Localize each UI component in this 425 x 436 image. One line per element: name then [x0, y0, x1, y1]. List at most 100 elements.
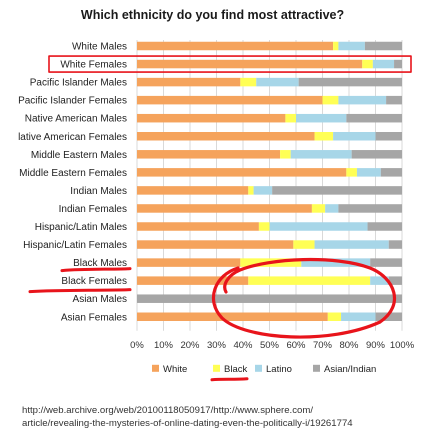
bar-white-males-asian-indian [364, 41, 402, 51]
legend-swatch-white [152, 364, 159, 372]
bar-white-males-white [137, 41, 334, 51]
bar-black-females-black [248, 276, 371, 285]
x-tick-label-4: 40% [233, 340, 253, 351]
x-tick-label-8: 80% [339, 340, 359, 351]
bar-native-american-males-latino [296, 113, 347, 123]
bar-white-males-black [333, 41, 339, 51]
legend-swatch-latino [255, 364, 262, 372]
bar-pacific-islander-females-black [322, 95, 339, 105]
bar-indian-females-latino [325, 204, 339, 213]
bar-white-females-black [362, 59, 373, 69]
bar-indian-females-asian-indian [338, 204, 402, 213]
annotation-circle-black-segments [211, 257, 397, 339]
bar-black-females-latino [370, 276, 389, 285]
bar-pacific-islander-females-white [137, 95, 323, 105]
x-tick-label-6: 60% [286, 340, 306, 351]
bar-indian-males-black [248, 186, 254, 195]
x-tick-label-2: 20% [180, 340, 200, 351]
source-url-line-1: http://web.archive.org/web/2010011805091… [22, 405, 314, 416]
legend-label-white: White [163, 364, 187, 375]
annotation-underline-black-males [60, 267, 132, 273]
bar-black-males-white [137, 258, 241, 267]
bar-middle-eastern-females-asian-indian [380, 168, 402, 177]
category-label-asian-males: Asian Males [73, 294, 127, 305]
category-label-black-females: Black Females [61, 276, 127, 287]
bar-pacific-islander-males-latino [256, 77, 299, 87]
bar-indian-males-asian-indian [272, 186, 402, 195]
bar-asian-females-latino [341, 312, 376, 321]
bar-middle-eastern-males-white [137, 150, 281, 159]
bar-indian-males-white [137, 186, 249, 195]
bar-hispanic-latin-females-white [137, 240, 294, 249]
bar-pacific-islander-males-black [240, 77, 257, 87]
bar-lative-american-females-asian-indian [375, 132, 402, 141]
bar-middle-eastern-males-black [280, 150, 291, 159]
bar-hispanic-latin-females-black [293, 240, 315, 249]
legend-swatch-asian-indian [313, 364, 320, 372]
category-label-pacific-islander-females: Pacific Islander Females [18, 96, 127, 107]
bar-black-males-latino [301, 258, 371, 267]
bar-asian-females-asian-indian [375, 312, 402, 321]
bar-hispanic-latin-females-asian-indian [388, 240, 402, 249]
legend-label-black: Black [224, 364, 247, 375]
category-label-pacific-islander-males: Pacific Islander Males [30, 78, 127, 89]
bar-native-american-males-black [285, 113, 296, 123]
annotation-underline-black-females [28, 288, 132, 294]
x-tick-label-10: 100% [390, 340, 415, 351]
bar-hispanic-latin-males-white [137, 222, 259, 231]
category-label-middle-eastern-females: Middle Eastern Females [19, 168, 127, 179]
bar-hispanic-latin-females-latino [314, 240, 389, 249]
category-label-native-american-males: Native American Males [25, 114, 127, 125]
annotation-box-white-females [48, 55, 412, 73]
bar-white-males-latino [338, 41, 365, 51]
chart-title: Which ethnicity do you find most attract… [80, 8, 345, 22]
bar-middle-eastern-females-latino [356, 168, 381, 177]
category-label-black-males: Black Males [73, 258, 127, 269]
x-tick-label-3: 30% [207, 340, 227, 351]
x-tick-label-0: 0% [130, 340, 144, 351]
bar-middle-eastern-females-white [137, 168, 347, 177]
source-url: http://web.archive.org/web/2010011805091… [22, 404, 417, 430]
bar-indian-females-white [137, 204, 312, 213]
legend-label-latino: Latino [266, 364, 292, 375]
x-tick-label-7: 70% [313, 340, 333, 351]
bar-lative-american-females-white [137, 132, 315, 141]
category-label-indian-males: Indian Males [70, 186, 127, 197]
bar-black-females-white [137, 276, 249, 285]
bar-pacific-islander-females-asian-indian [386, 95, 402, 105]
bar-indian-males-latino [253, 186, 273, 195]
bar-hispanic-latin-males-black [258, 222, 270, 231]
bar-lative-american-females-black [314, 132, 334, 141]
bar-asian-females-black [327, 312, 342, 321]
category-label-lative-american-females: lative American Females [18, 132, 127, 143]
bar-pacific-islander-females-latino [338, 95, 387, 105]
bar-indian-females-black [311, 204, 326, 213]
bar-middle-eastern-males-latino [290, 150, 352, 159]
bar-hispanic-latin-males-asian-indian [367, 222, 402, 231]
bar-middle-eastern-females-black [346, 168, 357, 177]
bar-black-females-asian-indian [388, 276, 402, 285]
x-tick-label-5: 50% [260, 340, 280, 351]
bar-native-american-males-white [137, 113, 286, 123]
bar-pacific-islander-males-white [137, 77, 241, 87]
bar-middle-eastern-males-asian-indian [351, 150, 402, 159]
bar-black-males-asian-indian [370, 258, 402, 267]
category-label-indian-females: Indian Females [59, 204, 127, 215]
legend-swatch-black [213, 364, 220, 372]
x-tick-label-1: 10% [154, 340, 174, 351]
category-label-white-males: White Males [72, 42, 127, 53]
legend-label-asian-indian: Asian/Indian [324, 364, 376, 375]
bar-white-females-white [137, 59, 363, 69]
bar-asian-males-asian-indian [137, 294, 402, 303]
category-label-middle-eastern-males: Middle Eastern Males [31, 150, 127, 161]
bar-lative-american-females-latino [333, 132, 376, 141]
bar-asian-females-white [137, 312, 328, 321]
source-url-line-2: article/revealing-the-mysteries-of-onlin… [22, 418, 353, 429]
x-tick-label-9: 90% [366, 340, 386, 351]
bar-white-females-asian-indian [394, 59, 402, 69]
category-label-white-females: White Females [60, 60, 127, 71]
bar-hispanic-latin-males-latino [269, 222, 368, 231]
bar-white-females-latino [372, 59, 395, 69]
